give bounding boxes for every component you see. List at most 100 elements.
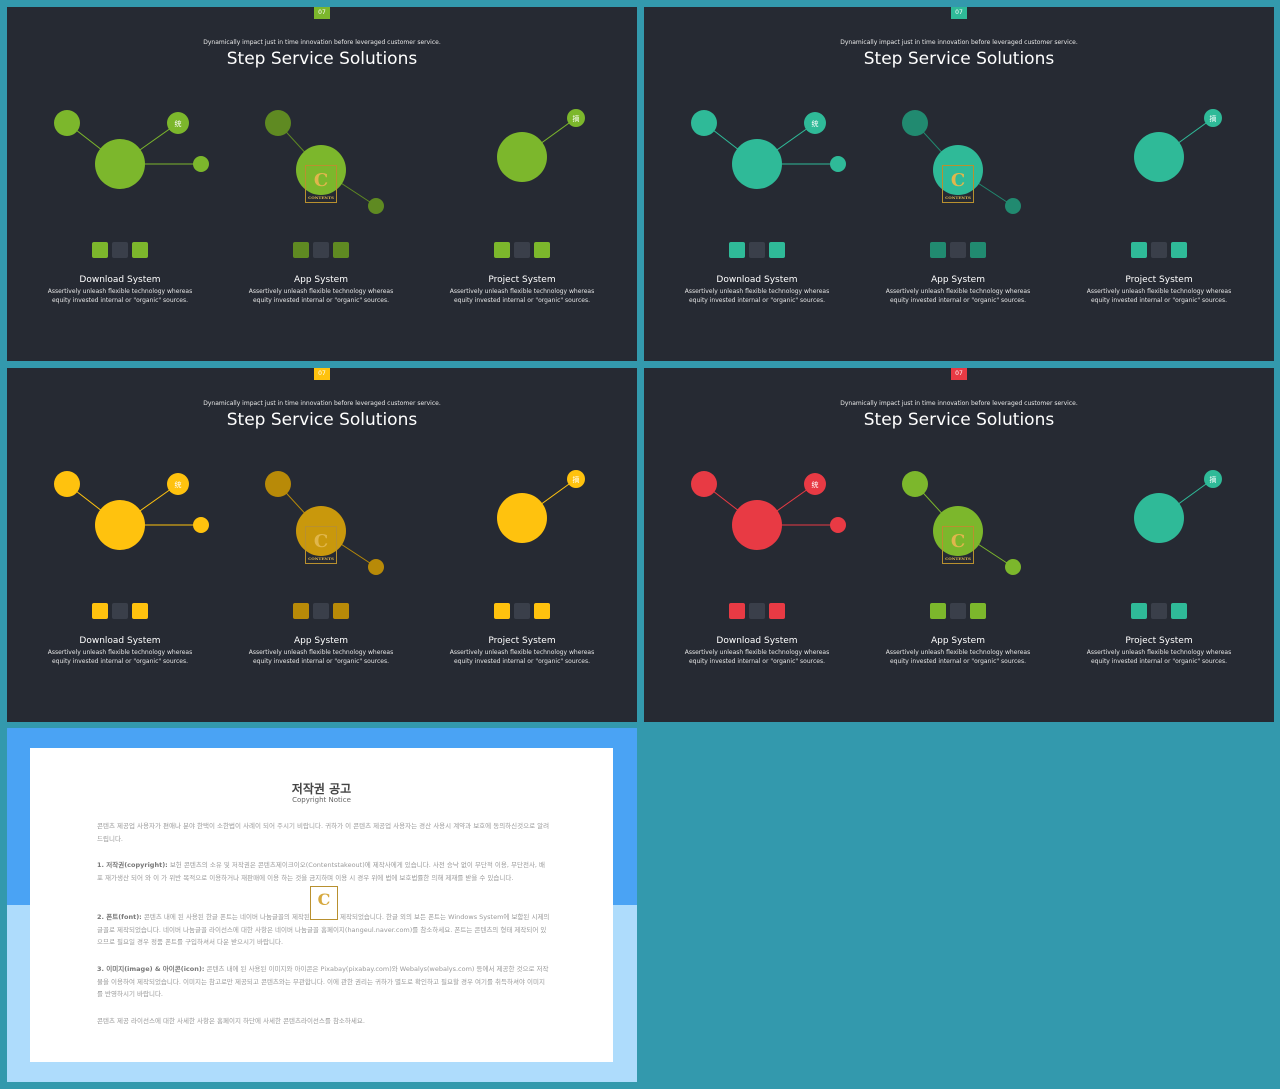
download-node-glyph: 统: [175, 480, 182, 489]
copyright-section-2-head: 2. 폰트(font):: [97, 913, 142, 921]
color-square: [1171, 603, 1187, 619]
project-color-squares: [494, 603, 550, 619]
slide-3: 07 Dynamically impact just in time innov…: [7, 368, 637, 722]
project-color-squares: [1131, 603, 1187, 619]
project-node-main: [497, 132, 547, 182]
app-node-main: [933, 506, 983, 556]
download-color-squares: [92, 242, 148, 258]
desc-line-1: Assertively unleash flexible technology …: [47, 288, 193, 295]
network-graphic: 统摘: [54, 470, 585, 575]
download-system-title: Download System: [716, 636, 798, 646]
network-graphic: 统摘: [691, 470, 1222, 575]
app-node-dot: [1005, 559, 1021, 575]
download-system-desc: Assertively unleash flexible technology …: [20, 287, 220, 305]
watermark-sub: CONTENTS: [945, 556, 971, 561]
desc-line-1: Assertively unleash flexible technology …: [449, 288, 595, 295]
slide-title: Step Service Solutions: [863, 410, 1055, 430]
slide-title: Step Service Solutions: [226, 49, 418, 69]
project-node-glyph: 摘: [573, 114, 580, 123]
watermark-letter: C: [950, 531, 966, 552]
desc-line-1: Assertively unleash flexible technology …: [248, 288, 394, 295]
color-square: [769, 603, 785, 619]
desc-line-1: Assertively unleash flexible technology …: [47, 649, 193, 656]
desc-line-1: Assertively unleash flexible technology …: [684, 288, 830, 295]
app-node-main: [933, 145, 983, 195]
color-square: [749, 242, 765, 258]
app-node-main: [296, 506, 346, 556]
app-system-title: App System: [930, 636, 985, 646]
download-node-dot: [830, 156, 846, 172]
download-system-title: Download System: [79, 275, 161, 285]
watermark-letter: C: [313, 531, 329, 552]
network-graphic: 统摘: [54, 109, 585, 214]
project-system-desc: Assertively unleash flexible technology …: [1059, 287, 1259, 305]
page-badge: 07: [951, 368, 967, 380]
color-square: [729, 603, 745, 619]
color-square: [92, 603, 108, 619]
desc-line-1: Assertively unleash flexible technology …: [1086, 288, 1232, 295]
download-node-glyph: 统: [175, 119, 182, 128]
app-system-title: App System: [293, 636, 348, 646]
desc-line-1: Assertively unleash flexible technology …: [449, 649, 595, 656]
download-color-squares: [729, 242, 785, 258]
watermark-logo: C CONTENTS: [305, 165, 337, 203]
app-node-small: [902, 471, 928, 497]
desc-line-2: equity invested internal or "organic" so…: [51, 658, 189, 665]
download-node-main: [732, 139, 782, 189]
download-node-small: [691, 471, 717, 497]
slide-1: 07 Dynamically impact just in time innov…: [7, 7, 637, 361]
app-system-desc: Assertively unleash flexible technology …: [858, 287, 1058, 305]
download-system-desc: Assertively unleash flexible technology …: [657, 287, 857, 305]
color-square: [534, 603, 550, 619]
project-node-icon: [1204, 109, 1222, 127]
color-square: [1171, 242, 1187, 258]
download-node-icon: [804, 473, 826, 495]
app-color-squares: [930, 603, 986, 619]
color-square: [132, 603, 148, 619]
download-node-small: [54, 471, 80, 497]
copyright-section-1-body: 보헌 콘텐츠의 소유 및 저작권은 콘텐츠제이크이오(Contentstakeo…: [97, 861, 546, 882]
app-system-title: App System: [930, 275, 985, 285]
slide-title: Step Service Solutions: [863, 49, 1055, 69]
color-square: [92, 242, 108, 258]
color-square: [313, 603, 329, 619]
color-square: [514, 603, 530, 619]
download-node-icon: [167, 112, 189, 134]
color-square: [749, 603, 765, 619]
color-square: [132, 242, 148, 258]
project-node-icon: [1204, 470, 1222, 488]
color-square: [494, 603, 510, 619]
project-system-desc: Assertively unleash flexible technology …: [422, 287, 622, 305]
copyright-section-1: 1. 저작권(copyright): 보헌 콘텐츠의 소유 및 저작권은 콘텐츠…: [97, 859, 550, 884]
watermark-letter: C: [950, 170, 966, 191]
watermark-sub: CONTENTS: [308, 556, 334, 561]
app-system-desc: Assertively unleash flexible technology …: [858, 648, 1058, 666]
slide-subtitle: Dynamically impact just in time innovati…: [840, 400, 1078, 407]
project-color-squares: [494, 242, 550, 258]
project-node-icon: [567, 109, 585, 127]
project-color-squares: [1131, 242, 1187, 258]
page-badge: 07: [314, 7, 330, 19]
desc-line-2: equity invested internal or "organic" so…: [889, 297, 1027, 304]
color-square: [112, 603, 128, 619]
project-node-glyph: 摘: [573, 475, 580, 484]
download-color-squares: [729, 603, 785, 619]
app-system-title: App System: [293, 275, 348, 285]
copyright-section-3-body: 콘텐츠 내에 된 사용된 이미지와 아이콘은 Pixabay(pixabay.c…: [97, 965, 549, 998]
copyright-section-2: 2. 폰트(font): 콘텐츠 내에 된 사용된 한글 폰트는 네이버 나눔글…: [97, 911, 550, 949]
watermark-logo: C CONTENTS: [305, 526, 337, 564]
copyright-footer: 콘텐츠 제공 라이선스에 대한 사세한 사항은 홈페이지 하단에 사세한 콘텐츠…: [97, 1017, 365, 1025]
watermark-sub: CONTENTS: [945, 195, 971, 200]
app-node-dot: [368, 559, 384, 575]
watermark-letter: C: [317, 890, 331, 909]
app-color-squares: [930, 242, 986, 258]
color-square: [930, 603, 946, 619]
project-node-main: [1134, 493, 1184, 543]
copyright-intro: 콘텐츠 제공업 사용자가 편애나 분야 한택이 소한법이 사례이 되어 주시기 …: [97, 822, 550, 843]
desc-line-1: Assertively unleash flexible technology …: [684, 649, 830, 656]
download-node-main: [95, 500, 145, 550]
download-system-title: Download System: [716, 275, 798, 285]
app-node-main: [296, 145, 346, 195]
download-system-desc: Assertively unleash flexible technology …: [20, 648, 220, 666]
page-badge: 07: [951, 7, 967, 19]
